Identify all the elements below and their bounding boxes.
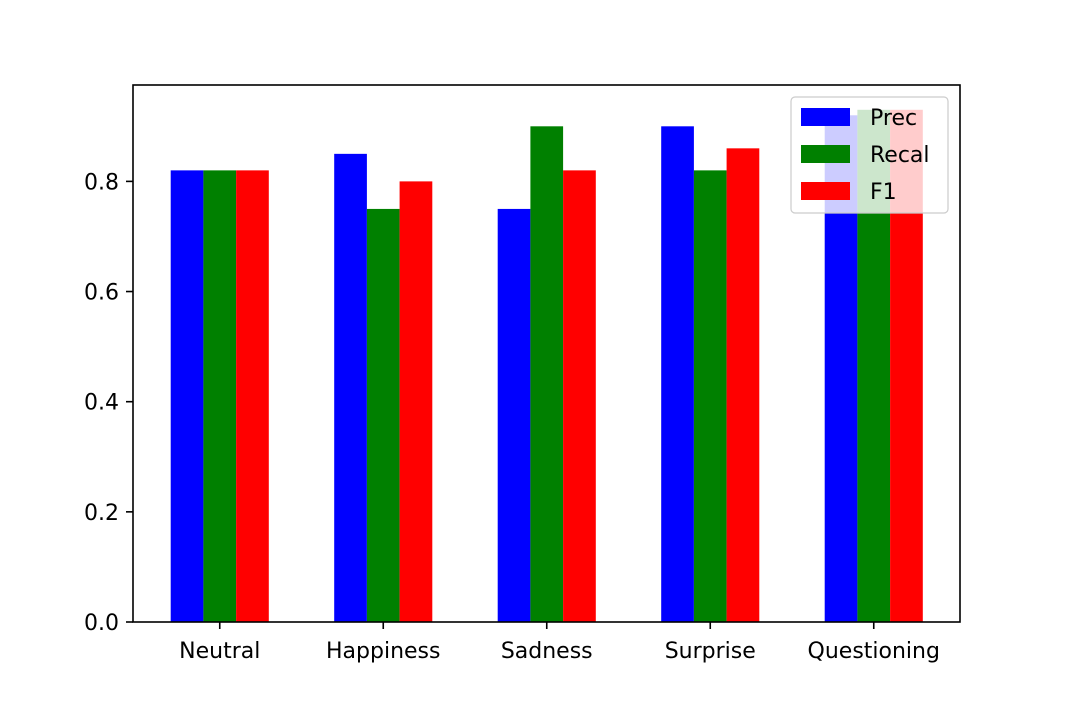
legend: Prec Recal F1: [790, 96, 949, 214]
x-axis: Neutral Happiness Sadness Surprise Questioni…: [179, 622, 940, 664]
y-tick-label: 0.2: [84, 501, 119, 526]
bar-f1-sadness: [563, 170, 596, 622]
bar-recal-surprise: [693, 170, 727, 622]
bar-f1-surprise: [726, 148, 760, 623]
y-tick-label: 0.6: [84, 281, 119, 306]
bar-f1-happiness: [399, 181, 433, 622]
bars-layer: [170, 109, 923, 623]
legend-label-recal: Recal: [870, 143, 930, 168]
y-axis: 0.0 0.2 0.4 0.6 0.8: [84, 170, 133, 636]
bar-f1-neutral: [236, 170, 269, 622]
x-tick-label-surprise: Surprise: [665, 639, 756, 664]
x-tick-label-happiness: Happiness: [326, 639, 440, 664]
x-tick-label-sadness: Sadness: [501, 639, 593, 664]
bar-recal-neutral: [203, 170, 237, 622]
legend-swatch-f1: [801, 182, 850, 200]
legend-swatch-prec: [801, 108, 850, 126]
bar-recal-happiness: [366, 208, 400, 622]
bar-prec-surprise: [661, 126, 694, 623]
y-tick-label: 0.0: [84, 611, 119, 636]
bar-recal-sadness: [530, 126, 564, 623]
bar-prec-neutral: [170, 170, 204, 622]
legend-swatch-recal: [801, 145, 850, 163]
x-tick-label-questioning: Questioning: [808, 639, 940, 664]
bar-prec-sadness: [497, 208, 531, 622]
bar-prec-happiness: [334, 153, 367, 622]
y-tick-label: 0.4: [84, 391, 119, 416]
legend-label-prec: Prec: [870, 106, 917, 131]
y-tick-label: 0.8: [84, 170, 119, 195]
x-tick-label-neutral: Neutral: [179, 639, 260, 664]
legend-label-f1: F1: [870, 180, 897, 205]
